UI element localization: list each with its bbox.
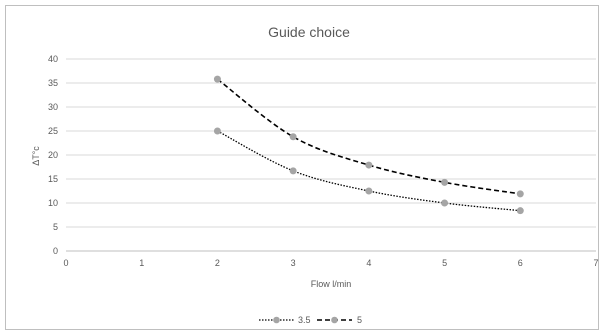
x-tick-label: 3 [291, 258, 296, 268]
legend-marker [331, 316, 338, 324]
x-tick-label: 7 [593, 258, 598, 268]
x-axis-ticks: 0 1 2 3 4 5 6 7 [63, 258, 598, 268]
gridlines [66, 58, 596, 228]
y-tick-label: 25 [48, 126, 58, 136]
data-point [365, 187, 373, 195]
y-tick-label: 30 [48, 102, 58, 112]
chart-title: Guide choice [268, 24, 350, 40]
series-line-5 [216, 78, 521, 195]
x-tick-label: 4 [366, 258, 371, 268]
x-tick-label: 2 [215, 258, 220, 268]
x-tick-label: 0 [63, 258, 68, 268]
data-point [213, 75, 221, 83]
x-tick-label: 5 [442, 258, 447, 268]
x-tick-label: 1 [139, 258, 144, 268]
y-tick-label: 15 [48, 174, 58, 184]
y-tick-label: 20 [48, 150, 58, 160]
x-axis-title: Flow l/min [311, 279, 352, 289]
y-tick-label: 0 [53, 246, 58, 256]
legend-label: 5 [357, 315, 362, 325]
data-point [213, 127, 221, 135]
data-point [365, 161, 373, 169]
legend: 3.5 5 [259, 315, 362, 325]
x-tick-label: 6 [518, 258, 523, 268]
data-point [441, 199, 449, 207]
y-tick-label: 10 [48, 198, 58, 208]
y-tick-label: 40 [48, 54, 58, 64]
y-axis-title: ΔT°c [31, 146, 41, 166]
y-tick-label: 35 [48, 78, 58, 88]
data-point [516, 207, 524, 215]
data-point [289, 167, 297, 175]
plot-series [213, 75, 524, 215]
y-axis-ticks: 0 5 10 15 20 25 30 35 40 [48, 54, 58, 256]
data-point [441, 178, 449, 186]
data-point [516, 190, 524, 198]
series-line-3.5 [217, 130, 521, 212]
legend-label: 3.5 [298, 315, 311, 325]
legend-marker [273, 316, 280, 324]
data-point [289, 133, 297, 141]
y-tick-label: 5 [53, 222, 58, 232]
